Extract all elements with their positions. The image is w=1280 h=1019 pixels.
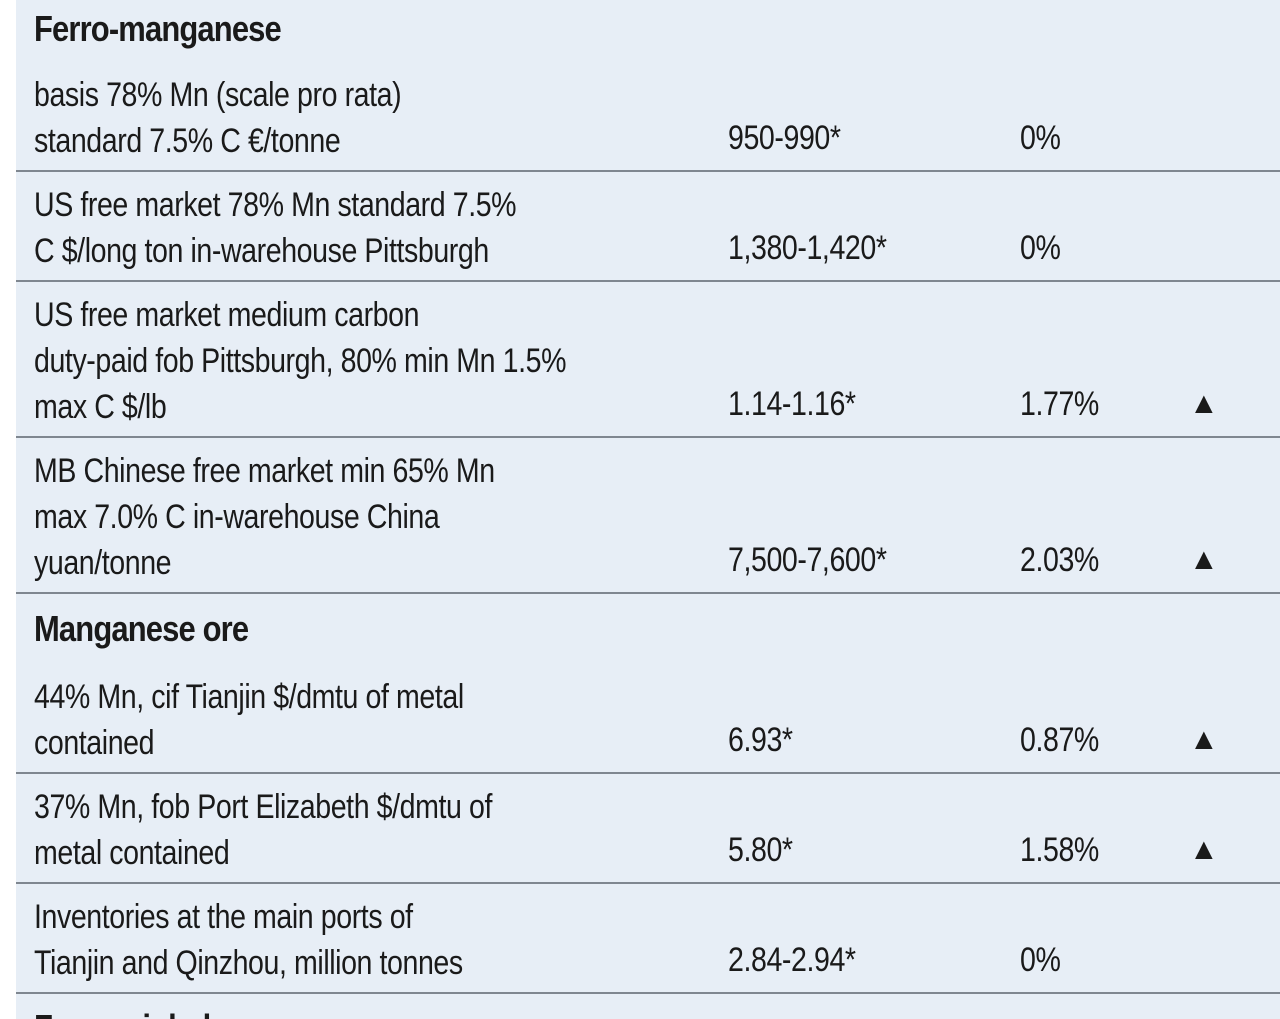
table-row: US free market medium carbon duty-paid f…: [16, 292, 1280, 436]
price-table-page: Ferro-manganese basis 78% Mn (scale pro …: [16, 0, 1280, 1019]
section-heading-manganese-ore: Manganese ore: [34, 608, 249, 649]
row-price: 6.93*: [728, 721, 793, 759]
up-arrow-icon: ▲: [1189, 833, 1219, 866]
row-divider: [16, 280, 1280, 282]
row-change: 0.87%: [1020, 721, 1099, 759]
row-description-line: max 7.0% C in-warehouse China: [34, 498, 440, 536]
section-heading-cut-off: Ferro-nickel: [34, 1007, 211, 1019]
row-description-line: US free market 78% Mn standard 7.5%: [34, 186, 517, 224]
table-row: 44% Mn, cif Tianjin $/dmtu of metal cont…: [16, 674, 1280, 772]
row-change: 2.03%: [1020, 541, 1099, 579]
row-divider: [16, 772, 1280, 774]
row-description-line: max C $/lb: [34, 388, 167, 426]
row-description: basis 78% Mn (scale pro rata) standard 7…: [34, 72, 402, 164]
row-change: 1.58%: [1020, 831, 1099, 869]
row-description: MB Chinese free market min 65% Mn max 7.…: [34, 448, 495, 586]
row-change: 0%: [1020, 229, 1061, 267]
row-description-line: 37% Mn, fob Port Elizabeth $/dmtu of: [34, 788, 492, 826]
row-description: 44% Mn, cif Tianjin $/dmtu of metal cont…: [34, 674, 464, 766]
row-change: 1.77%: [1020, 385, 1099, 423]
row-description-line: standard 7.5% C €/tonne: [34, 122, 341, 160]
row-description-line: MB Chinese free market min 65% Mn: [34, 452, 495, 490]
row-description: 37% Mn, fob Port Elizabeth $/dmtu of met…: [34, 784, 492, 876]
row-price: 1,380-1,420*: [728, 229, 887, 267]
row-description-line: US free market medium carbon: [34, 296, 420, 334]
row-price: 1.14-1.16*: [728, 385, 856, 423]
table-row: Inventories at the main ports of Tianjin…: [16, 894, 1280, 992]
row-price: 2.84-2.94*: [728, 941, 856, 979]
row-description: US free market 78% Mn standard 7.5% C $/…: [34, 182, 517, 274]
row-description-line: basis 78% Mn (scale pro rata): [34, 76, 402, 114]
row-description-line: metal contained: [34, 834, 230, 872]
row-divider: [16, 882, 1280, 884]
table-row: basis 78% Mn (scale pro rata) standard 7…: [16, 72, 1280, 170]
up-arrow-icon: ▲: [1189, 387, 1219, 420]
row-description-line: Inventories at the main ports of: [34, 898, 413, 936]
table-row: 37% Mn, fob Port Elizabeth $/dmtu of met…: [16, 784, 1280, 882]
row-divider: [16, 170, 1280, 172]
row-change: 0%: [1020, 941, 1061, 979]
row-description-line: yuan/tonne: [34, 544, 172, 582]
row-description-line: 44% Mn, cif Tianjin $/dmtu of metal: [34, 678, 464, 716]
row-description-line: contained: [34, 724, 155, 762]
row-price: 5.80*: [728, 831, 793, 869]
up-arrow-icon: ▲: [1189, 723, 1219, 756]
row-price: 950-990*: [728, 119, 841, 157]
row-description: US free market medium carbon duty-paid f…: [34, 292, 566, 430]
row-description-line: C $/long ton in-warehouse Pittsburgh: [34, 232, 489, 270]
row-change: 0%: [1020, 119, 1061, 157]
row-divider: [16, 436, 1280, 438]
table-row: MB Chinese free market min 65% Mn max 7.…: [16, 448, 1280, 592]
row-divider: [16, 992, 1280, 994]
row-price: 7,500-7,600*: [728, 541, 887, 579]
row-divider: [16, 592, 1280, 594]
up-arrow-icon: ▲: [1189, 543, 1219, 576]
row-description-line: duty-paid fob Pittsburgh, 80% min Mn 1.5…: [34, 342, 567, 380]
row-description: Inventories at the main ports of Tianjin…: [34, 894, 463, 986]
row-description-line: Tianjin and Qinzhou, million tonnes: [34, 944, 463, 982]
section-heading-ferro-manganese: Ferro-manganese: [34, 8, 282, 49]
table-row: US free market 78% Mn standard 7.5% C $/…: [16, 182, 1280, 280]
